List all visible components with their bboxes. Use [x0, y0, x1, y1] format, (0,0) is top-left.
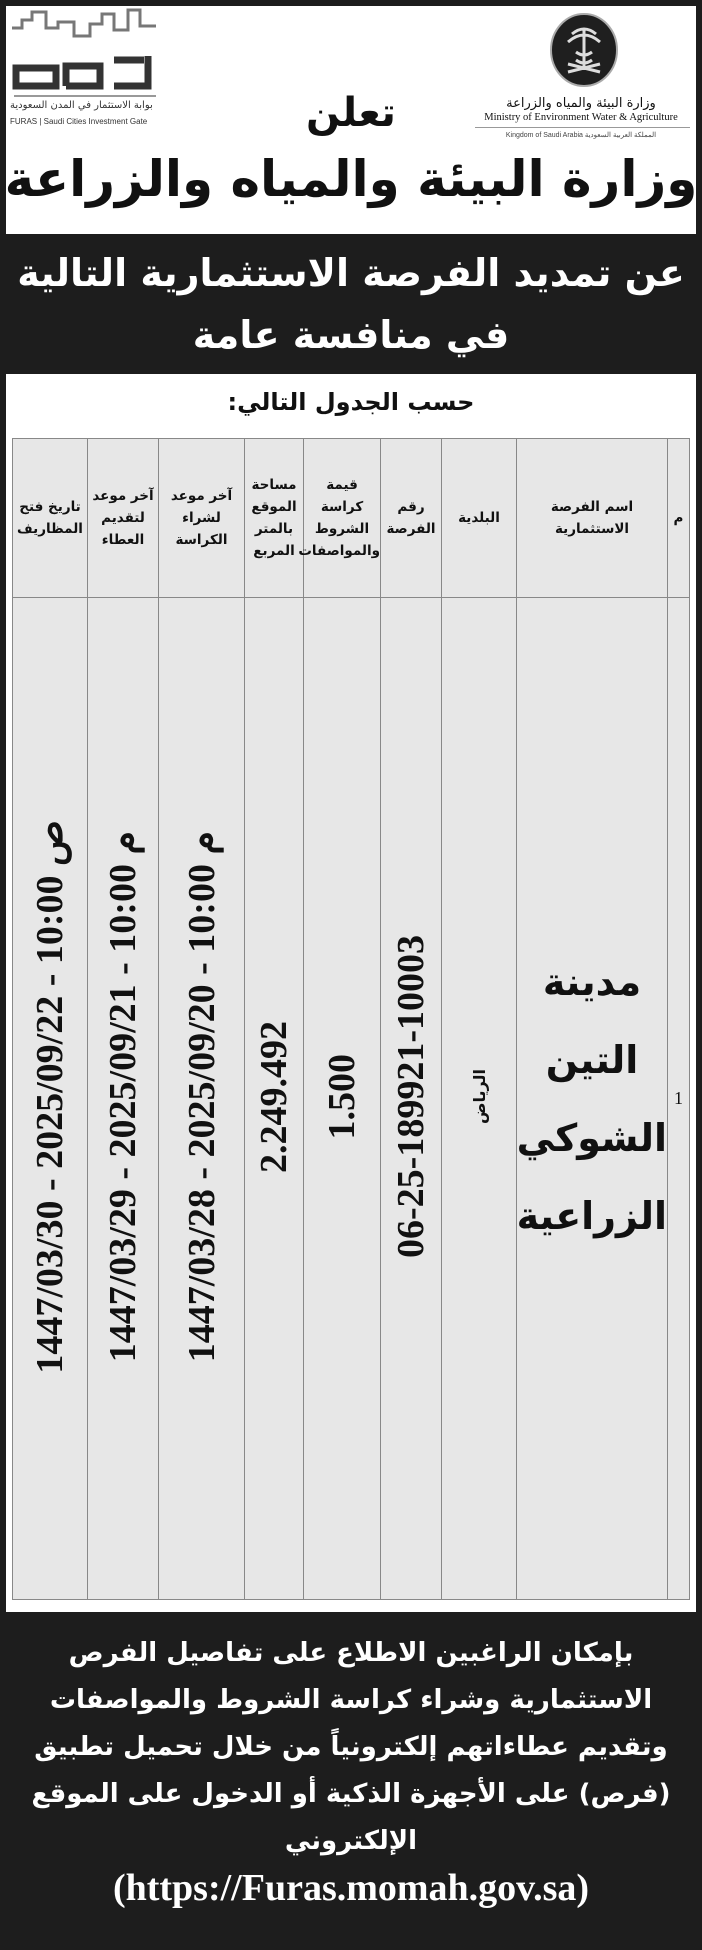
- ministry-name-en: Ministry of Environment Water & Agricult…: [484, 112, 678, 123]
- cell-number: 06-25-189921-10003: [380, 597, 442, 1600]
- ministry-name-ar: وزارة البيئة والمياه والزراعة: [506, 96, 656, 111]
- ministry-title: وزارة البيئة والمياه والزراعة: [4, 150, 698, 208]
- cell-area: 2.249.492: [244, 597, 304, 1600]
- table-header-row: م اسم الفرصة الاستثمارية البلدية رقم الف…: [12, 438, 690, 598]
- header-index: م: [667, 438, 690, 598]
- banner-line-1: عن تمديد الفرصة الاستثمارية التالية: [17, 251, 685, 295]
- cell-submission-deadline: 1447/03/29 - م 10:00 - 2025/09/21: [87, 597, 159, 1600]
- announces-heading: تعلن: [306, 90, 396, 136]
- cell-name: مدينة التين الشوكي الزراعية: [516, 597, 668, 1600]
- submission-deadline: 1447/03/29 - م 10:00 - 2025/09/21: [102, 830, 144, 1363]
- header-area: مساحة الموقع بالمتر المربع: [244, 438, 304, 598]
- banner-line-2: في منافسة عامة: [192, 313, 510, 357]
- header-purchase-deadline: آخر موعد لشراء الكراسة: [158, 438, 245, 598]
- header-booklet-price: قيمة كراسة الشروط والمواصفات: [298, 438, 381, 598]
- cell-purchase-deadline: 1447/03/28 - م 10:00 - 2025/09/20: [158, 597, 245, 1600]
- furas-logo: [12, 8, 156, 97]
- furas-tagline-ar: بوابة الاستثمار في المدن السعودية: [10, 100, 153, 111]
- purchase-deadline: 1447/03/28 - م 10:00 - 2025/09/20: [180, 830, 223, 1363]
- kingdom-line: Kingdom of Saudi Arabia المملكة العربية …: [505, 132, 657, 139]
- cell-index: 1: [667, 597, 690, 1600]
- row-index: 1: [674, 1088, 683, 1108]
- opportunity-name: مدينة التين الشوكي الزراعية: [516, 959, 667, 1238]
- footer-text: بإمكان الراغبين الاطلاع على تفاصيل الفرص…: [31, 1638, 671, 1856]
- furas-url-link[interactable]: (https://Furas.momah.gov.sa): [112, 1867, 590, 1909]
- site-area: 2.249.492: [253, 1020, 295, 1173]
- cell-municipality: الرياض: [441, 597, 517, 1600]
- opening-date: 1447/03/30 - ص 10:00 - 2025/09/22: [29, 819, 71, 1374]
- ministry-emblem-icon: [550, 13, 618, 87]
- opportunity-number: 06-25-189921-10003: [390, 935, 432, 1258]
- cell-booklet-price: 1.500: [303, 597, 381, 1600]
- municipality: الرياض: [469, 1069, 489, 1124]
- opportunity-table: م اسم الفرصة الاستثمارية البلدية رقم الف…: [12, 438, 690, 1600]
- table-row: 1 مدينة التين الشوكي الزراعية الرياض 06-…: [12, 597, 690, 1600]
- cell-opening-date: 1447/03/30 - ص 10:00 - 2025/09/22: [12, 597, 88, 1600]
- header-opening-date: تاريخ فتح المظاريف: [12, 438, 88, 598]
- furas-tagline-en: FURAS | Saudi Cities Investment Gate: [10, 117, 148, 126]
- booklet-price: 1.500: [321, 1053, 363, 1140]
- header-name: اسم الفرصة الاستثمارية: [516, 438, 668, 598]
- header-number: رقم الفرصة: [380, 438, 442, 598]
- extension-banner: عن تمديد الفرصة الاستثمارية التالية في م…: [6, 234, 696, 374]
- per-table-label: حسب الجدول التالي:: [227, 388, 475, 416]
- header-municipality: البلدية: [441, 438, 517, 598]
- divider: [475, 127, 690, 128]
- footer-notice: بإمكان الراغبين الاطلاع على تفاصيل الفرص…: [6, 1612, 696, 1944]
- header-submission-deadline: آخر موعد لتقديم العطاء: [87, 438, 159, 598]
